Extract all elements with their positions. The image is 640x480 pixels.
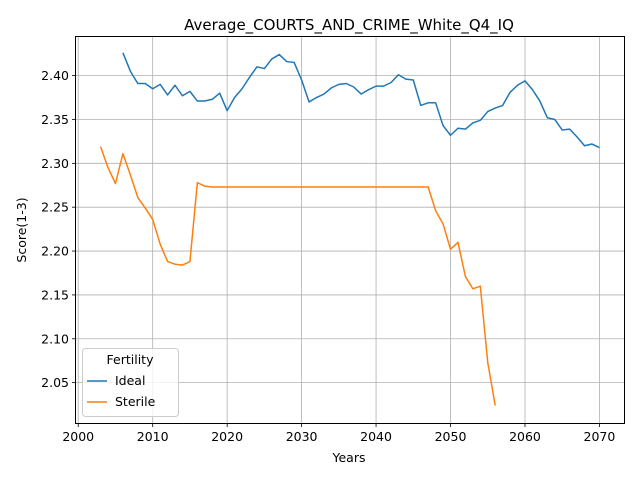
x-tick-label: 2000 — [62, 429, 94, 444]
x-axis: 2000 2010 2020 2030 2040 2050 2060 2070 — [62, 423, 615, 444]
x-tick-label: 2050 — [435, 429, 467, 444]
legend: Fertility Ideal Sterile — [82, 348, 179, 417]
y-tick-label: 2.25 — [41, 200, 69, 215]
legend-box — [82, 348, 179, 417]
series-line-sterile — [99, 146, 496, 406]
x-tick-label: 2040 — [360, 429, 392, 444]
y-tick-label: 2.20 — [41, 244, 69, 259]
x-axis-label: Years — [332, 450, 366, 465]
series-line-ideal — [122, 52, 600, 149]
x-tick-label: 2070 — [584, 429, 616, 444]
y-tick-label: 2.30 — [41, 156, 69, 171]
y-tick-label: 2.15 — [41, 287, 69, 302]
chart-title: Average_COURTS_AND_CRIME_White_Q4_IQ — [184, 16, 514, 35]
series-group — [99, 52, 600, 406]
y-axis: 2.05 2.10 2.15 2.20 2.25 2.30 2.35 2.40 — [41, 68, 76, 390]
legend-label-ideal: Ideal — [115, 373, 145, 388]
x-tick-label: 2010 — [137, 429, 169, 444]
y-tick-label: 2.10 — [41, 331, 69, 346]
y-tick-label: 2.40 — [41, 68, 69, 83]
legend-label-sterile: Sterile — [115, 394, 156, 409]
legend-title: Fertility — [107, 352, 155, 367]
x-tick-label: 2020 — [211, 429, 243, 444]
y-tick-label: 2.35 — [41, 112, 69, 127]
y-tick-label: 2.05 — [41, 375, 69, 390]
x-tick-label: 2030 — [286, 429, 318, 444]
y-axis-label: Score(1-3) — [14, 197, 29, 262]
plot-frame — [75, 36, 625, 424]
x-tick-label: 2060 — [509, 429, 541, 444]
